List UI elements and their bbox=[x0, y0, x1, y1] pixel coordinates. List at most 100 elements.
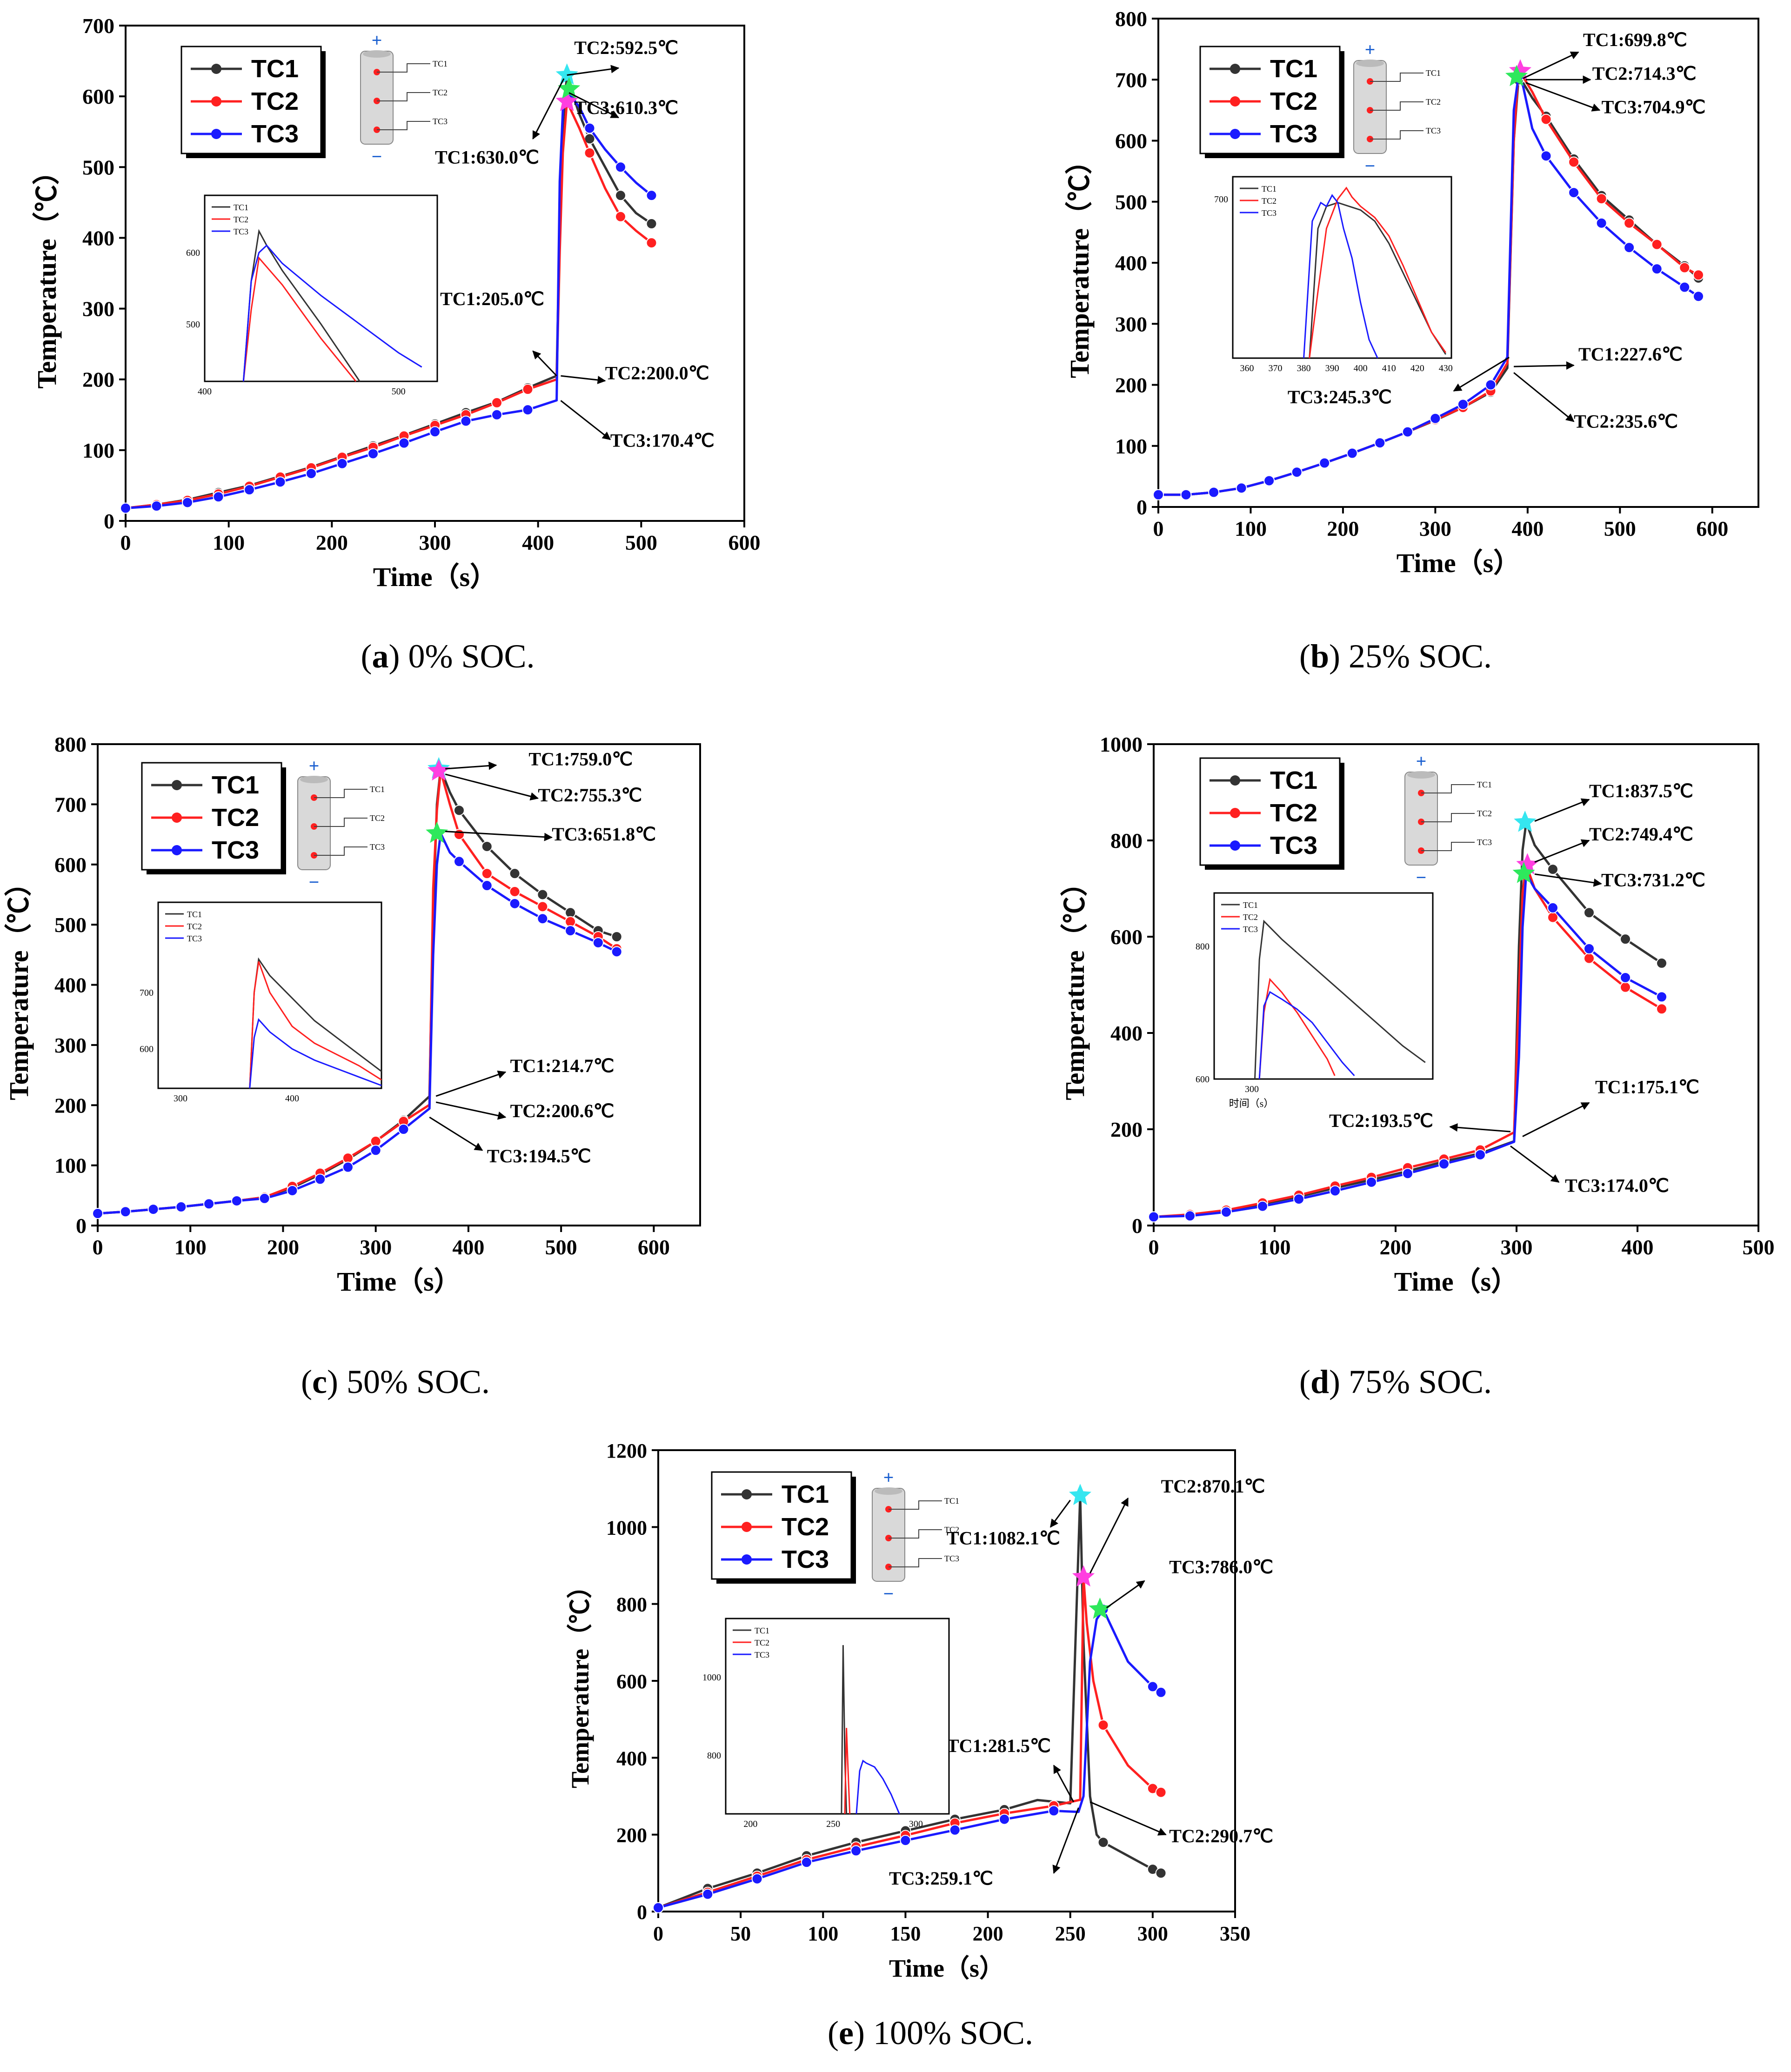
y-tick-label: 1000 bbox=[1100, 733, 1143, 756]
annotation-arrow bbox=[445, 761, 497, 770]
x-tick-label: 200 bbox=[1327, 517, 1359, 540]
legend-box bbox=[141, 762, 282, 871]
y-tick-label: 800 bbox=[1110, 829, 1143, 853]
y-axis-title: Temperature（℃） bbox=[1060, 869, 1090, 1100]
peak-star bbox=[426, 821, 448, 843]
inset-line-TC2 bbox=[1258, 978, 1336, 1079]
inset-legend-label: TC1 bbox=[1262, 184, 1276, 193]
inset-x-tick: 380 bbox=[1297, 363, 1311, 373]
thermocouple-lead bbox=[314, 789, 368, 798]
data-point-TC2 bbox=[481, 868, 493, 879]
inset-frame bbox=[204, 194, 438, 382]
data-point-TC3 bbox=[151, 500, 162, 512]
battery-cap bbox=[1356, 60, 1384, 67]
inset-line-TC3 bbox=[1258, 991, 1355, 1079]
legend-label: TC3 bbox=[1270, 832, 1317, 859]
caption-b-text: ) 25% SOC. bbox=[1329, 638, 1492, 675]
x-tick-label: 350 bbox=[1220, 1922, 1250, 1945]
inset-frame bbox=[157, 901, 382, 1089]
x-tick-label: 300 bbox=[419, 531, 451, 554]
thermocouple-lead bbox=[889, 1529, 942, 1539]
x-tick-label: 100 bbox=[808, 1922, 838, 1945]
inset-line-TC3 bbox=[855, 1759, 900, 1814]
data-point-TC3 bbox=[646, 190, 657, 201]
annotation-arrow bbox=[1049, 1499, 1071, 1528]
y-tick-label: 400 bbox=[54, 973, 87, 997]
data-point-TC1 bbox=[1620, 933, 1631, 945]
negative-terminal: − bbox=[1416, 867, 1427, 888]
negative-terminal: − bbox=[883, 1583, 894, 1604]
data-point-TC3 bbox=[1624, 242, 1635, 253]
annotation-label: TC2:714.3℃ bbox=[1592, 63, 1697, 84]
annotation-label: TC3:786.0℃ bbox=[1169, 1557, 1273, 1578]
data-point-TC3 bbox=[1596, 217, 1607, 229]
annotation-arrow bbox=[560, 400, 611, 440]
caption-a-letter: a bbox=[372, 638, 389, 675]
annotation-label: TC3:194.5℃ bbox=[487, 1146, 591, 1166]
data-point-TC3 bbox=[1236, 482, 1247, 494]
caption-b: (b) 25% SOC. bbox=[1000, 637, 1791, 676]
panel-b: 0 100 200 300 400 500 600 0 100 200 300 400 500 600 70… bbox=[1000, 0, 1791, 619]
legend-label: TC1 bbox=[212, 771, 259, 799]
data-point-TC3 bbox=[1693, 291, 1704, 302]
x-axis-title: Time（s） bbox=[337, 1266, 461, 1297]
legend-label: TC1 bbox=[1270, 55, 1317, 83]
y-tick-label: 200 bbox=[54, 1093, 87, 1117]
data-point-TC3 bbox=[1402, 426, 1413, 438]
y-tick-label: 600 bbox=[1110, 925, 1143, 949]
x-axis-title: Time（s） bbox=[1394, 1266, 1518, 1297]
data-point-TC3 bbox=[615, 161, 626, 173]
inset-legend-label: TC1 bbox=[234, 203, 248, 212]
annotation-arrow bbox=[561, 375, 606, 384]
negative-terminal: − bbox=[309, 872, 320, 893]
data-point-TC2 bbox=[1651, 239, 1663, 250]
chart-a: 0 100 200 300 400 500 600 0 100 200 300 400 500 600 70… bbox=[32, 14, 761, 592]
legend-marker bbox=[742, 1522, 752, 1532]
legend-label: TC1 bbox=[782, 1480, 829, 1508]
legend-marker bbox=[211, 64, 221, 74]
data-point-TC2 bbox=[522, 384, 534, 395]
legend-marker bbox=[742, 1554, 752, 1565]
x-tick-label: 0 bbox=[1149, 1235, 1159, 1259]
data-point-TC3 bbox=[182, 497, 193, 508]
inset-y-tick: 600 bbox=[140, 1044, 154, 1054]
data-point-TC2 bbox=[509, 886, 521, 897]
data-point-TC3 bbox=[1148, 1211, 1159, 1223]
annotation-label: TC1:1082.1℃ bbox=[947, 1528, 1060, 1549]
annotation-arrow bbox=[1534, 839, 1590, 863]
data-point-TC3 bbox=[454, 856, 465, 867]
data-point-TC3 bbox=[175, 1201, 187, 1213]
thermocouple-lead bbox=[377, 63, 430, 73]
data-point-TC3 bbox=[584, 122, 595, 134]
chart-c: 0 100 200 300 400 500 600 0 100 200 300 400 500 600 70… bbox=[4, 733, 701, 1297]
data-point-TC3 bbox=[522, 404, 534, 416]
inset-legend-label: TC1 bbox=[1243, 900, 1258, 910]
y-tick-label: 800 bbox=[54, 733, 87, 756]
positive-terminal: + bbox=[883, 1467, 894, 1488]
data-point-TC3 bbox=[1430, 413, 1441, 424]
data-point-TC3 bbox=[1485, 379, 1497, 391]
data-point-TC3 bbox=[1374, 437, 1386, 449]
y-tick-label: 600 bbox=[54, 853, 87, 877]
y-axis-title: Temperature（℃） bbox=[1064, 147, 1095, 378]
data-point-TC3 bbox=[1457, 399, 1469, 410]
annotation-label: TC1:837.5℃ bbox=[1589, 780, 1693, 801]
thermocouple-label: TC3 bbox=[944, 1554, 959, 1563]
inset-x-tick: 300 bbox=[174, 1093, 187, 1104]
annotation-arrow bbox=[1106, 1580, 1145, 1609]
data-point-TC2 bbox=[1620, 981, 1631, 993]
legend-label: TC3 bbox=[212, 836, 259, 864]
thermocouple-lead bbox=[1370, 73, 1423, 82]
data-point-TC3 bbox=[213, 491, 224, 503]
data-point-TC3 bbox=[850, 1845, 862, 1857]
thermocouple-lead bbox=[889, 1500, 942, 1510]
data-point-TC1 bbox=[509, 868, 521, 879]
thermocouple-lead bbox=[1421, 842, 1475, 851]
legend-label: TC2 bbox=[1270, 799, 1317, 827]
battery-cap bbox=[1407, 771, 1435, 779]
data-point-TC2 bbox=[584, 147, 595, 159]
legend-marker bbox=[742, 1489, 752, 1499]
y-tick-label: 100 bbox=[1115, 434, 1147, 458]
legend-label: TC2 bbox=[1270, 87, 1317, 115]
inset-x-tick: 400 bbox=[198, 386, 212, 397]
